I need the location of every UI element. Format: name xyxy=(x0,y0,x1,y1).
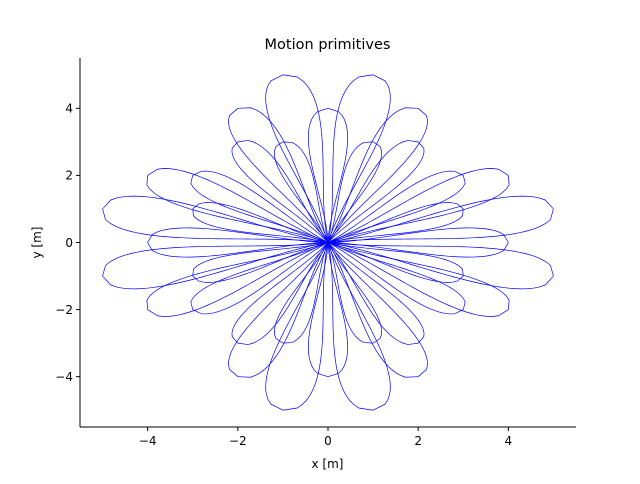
primitive-curve xyxy=(327,202,464,243)
primitive-curve xyxy=(228,242,329,377)
chart-title: Motion primitives xyxy=(265,37,391,53)
primitive-curve xyxy=(282,242,329,344)
primitive-curve xyxy=(327,242,382,344)
x-tick-label: −2 xyxy=(229,434,247,448)
primitive-curve xyxy=(192,208,329,243)
primitive-curve xyxy=(327,74,391,243)
y-ticks: −4 −2 0 2 4 xyxy=(55,102,80,384)
primitive-curve xyxy=(237,242,329,378)
x-axis-label: x [m] xyxy=(312,457,344,471)
primitive-curve xyxy=(192,242,329,277)
y-tick-label: 0 xyxy=(65,236,73,250)
primitive-curve xyxy=(231,242,329,344)
primitive-curve xyxy=(327,242,391,411)
primitive-curve xyxy=(327,208,554,243)
y-tick-label: 2 xyxy=(65,169,73,183)
primitive-curve xyxy=(327,242,425,344)
primitive-curve xyxy=(265,74,329,243)
primitive-curve xyxy=(237,107,329,243)
primitive-curve xyxy=(282,141,329,243)
primitive-curve xyxy=(327,208,464,243)
primitive-curve xyxy=(327,242,510,310)
primitive-curve xyxy=(147,242,329,317)
primitive-curve xyxy=(327,195,554,243)
primitive-curve xyxy=(327,175,466,243)
primitive-curve xyxy=(327,227,509,243)
primitive-curve xyxy=(327,242,466,310)
primitive-curve xyxy=(327,242,348,378)
x-tick-label: 4 xyxy=(505,434,513,448)
primitive-curve xyxy=(102,195,329,243)
primitive-curve xyxy=(282,74,329,243)
primitive-curve xyxy=(146,242,329,310)
primitive-curve xyxy=(327,242,374,411)
primitive-curve xyxy=(327,242,419,378)
primitive-curves xyxy=(102,74,554,411)
primitive-curve xyxy=(231,141,329,243)
primitive-curve xyxy=(327,242,554,290)
primitive-curve xyxy=(237,242,329,345)
x-tick-label: 0 xyxy=(324,434,332,448)
x-tick-label: 2 xyxy=(414,434,422,448)
primitive-curve xyxy=(327,74,374,243)
primitive-curve xyxy=(327,141,374,243)
primitive-curve xyxy=(327,242,509,258)
primitive-curve xyxy=(102,242,329,277)
y-tick-label: −4 xyxy=(55,370,73,384)
y-axis-label: y [m] xyxy=(30,227,44,259)
primitive-curve xyxy=(327,108,428,243)
primitive-curve xyxy=(274,242,329,344)
primitive-curve xyxy=(327,168,509,243)
primitive-curve xyxy=(327,242,464,283)
x-tick-label: −4 xyxy=(139,434,157,448)
primitive-curve xyxy=(327,242,374,344)
primitive-curve xyxy=(192,242,329,283)
primitive-curve xyxy=(327,242,419,345)
primitive-curve xyxy=(327,141,382,243)
primitive-curve xyxy=(192,202,329,243)
primitive-curve xyxy=(327,242,509,317)
primitive-curve xyxy=(147,227,329,243)
primitive-curve xyxy=(146,175,329,243)
primitive-curve xyxy=(102,242,329,290)
primitive-curve xyxy=(282,242,329,411)
primitive-curve xyxy=(327,242,464,277)
primitive-curve xyxy=(265,242,329,411)
primitive-curve xyxy=(147,242,329,258)
primitive-curve xyxy=(192,242,329,315)
primitive-curve xyxy=(327,170,464,243)
y-tick-label: −2 xyxy=(55,303,73,317)
primitive-curve xyxy=(308,242,329,378)
primitive-curve xyxy=(327,140,419,243)
primitive-curve xyxy=(237,140,329,243)
primitive-curve xyxy=(190,175,329,243)
primitive-curve xyxy=(147,168,329,243)
primitive-curve xyxy=(102,208,329,243)
primitive-curve xyxy=(228,108,329,243)
primitive-curve xyxy=(327,107,419,243)
primitive-curve xyxy=(327,242,464,315)
primitive-curve xyxy=(327,175,510,243)
primitive-curve xyxy=(274,141,329,243)
primitive-curve xyxy=(308,107,329,243)
primitive-curve xyxy=(192,170,329,243)
x-ticks: −4 −2 0 2 4 xyxy=(139,427,512,448)
primitive-curve xyxy=(190,242,329,310)
primitive-curve xyxy=(327,242,554,277)
primitive-curve xyxy=(327,141,425,243)
primitive-curve xyxy=(327,242,428,377)
primitive-curve xyxy=(327,107,348,243)
y-tick-label: 4 xyxy=(65,102,73,116)
